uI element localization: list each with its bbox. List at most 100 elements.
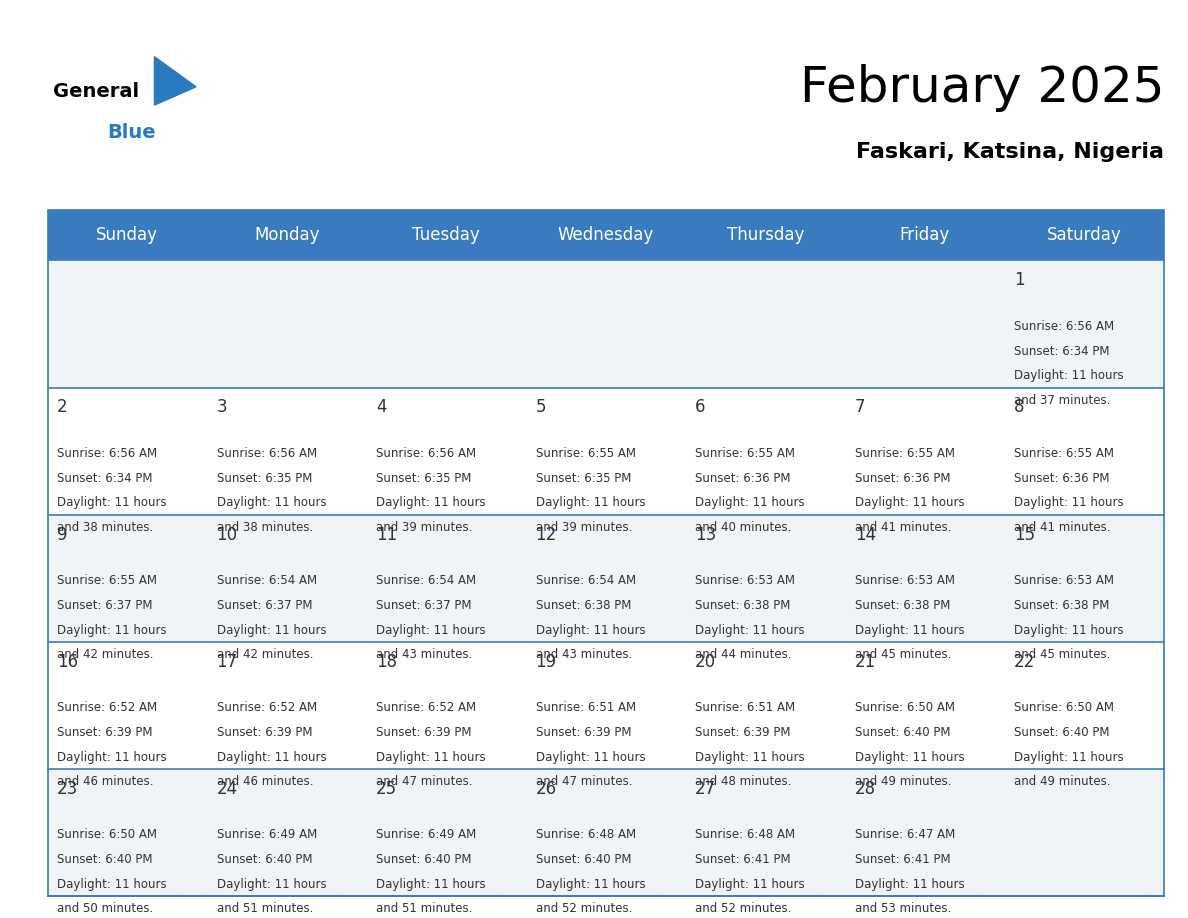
Text: Sunrise: 6:50 AM: Sunrise: 6:50 AM — [57, 828, 157, 841]
Text: Sunrise: 6:52 AM: Sunrise: 6:52 AM — [57, 701, 157, 714]
Text: Sunset: 6:35 PM: Sunset: 6:35 PM — [536, 472, 631, 485]
Text: 2: 2 — [57, 398, 68, 417]
Text: 7: 7 — [854, 398, 865, 417]
Text: Sunset: 6:35 PM: Sunset: 6:35 PM — [377, 472, 472, 485]
Text: 28: 28 — [854, 779, 876, 798]
Text: and 39 minutes.: and 39 minutes. — [536, 521, 632, 534]
Text: and 47 minutes.: and 47 minutes. — [536, 776, 632, 789]
Text: 4: 4 — [377, 398, 386, 417]
Bar — [48, 210, 1164, 261]
Text: Sunset: 6:40 PM: Sunset: 6:40 PM — [1015, 726, 1110, 739]
Text: Sunset: 6:40 PM: Sunset: 6:40 PM — [57, 853, 152, 866]
Text: Daylight: 11 hours: Daylight: 11 hours — [377, 878, 486, 890]
Text: Sunday: Sunday — [96, 227, 158, 244]
Text: Friday: Friday — [899, 227, 950, 244]
Text: and 51 minutes.: and 51 minutes. — [377, 902, 473, 915]
Text: and 37 minutes.: and 37 minutes. — [1015, 394, 1111, 408]
Text: Daylight: 11 hours: Daylight: 11 hours — [695, 751, 804, 764]
Text: Sunrise: 6:53 AM: Sunrise: 6:53 AM — [854, 574, 955, 587]
Text: Sunset: 6:41 PM: Sunset: 6:41 PM — [854, 853, 950, 866]
Text: Sunset: 6:36 PM: Sunset: 6:36 PM — [695, 472, 791, 485]
Text: Sunrise: 6:55 AM: Sunrise: 6:55 AM — [854, 447, 955, 460]
Text: 27: 27 — [695, 779, 716, 798]
Text: and 48 minutes.: and 48 minutes. — [695, 776, 791, 789]
Text: and 46 minutes.: and 46 minutes. — [57, 776, 153, 789]
Text: Sunrise: 6:49 AM: Sunrise: 6:49 AM — [377, 828, 476, 841]
Bar — [48, 515, 1164, 642]
Text: Daylight: 11 hours: Daylight: 11 hours — [854, 497, 965, 509]
Text: Daylight: 11 hours: Daylight: 11 hours — [854, 623, 965, 636]
Text: Sunrise: 6:48 AM: Sunrise: 6:48 AM — [536, 828, 636, 841]
Text: Daylight: 11 hours: Daylight: 11 hours — [536, 751, 645, 764]
Text: Sunrise: 6:52 AM: Sunrise: 6:52 AM — [377, 701, 476, 714]
Text: and 41 minutes.: and 41 minutes. — [854, 521, 952, 534]
Text: Faskari, Katsina, Nigeria: Faskari, Katsina, Nigeria — [857, 141, 1164, 162]
Text: February 2025: February 2025 — [800, 64, 1164, 112]
Text: Sunrise: 6:50 AM: Sunrise: 6:50 AM — [854, 701, 955, 714]
Text: Sunrise: 6:54 AM: Sunrise: 6:54 AM — [536, 574, 636, 587]
Text: 19: 19 — [536, 653, 557, 670]
Text: 6: 6 — [695, 398, 706, 417]
Text: and 52 minutes.: and 52 minutes. — [695, 902, 791, 915]
Text: Wednesday: Wednesday — [557, 227, 655, 244]
Text: 12: 12 — [536, 525, 557, 543]
Text: 16: 16 — [57, 653, 78, 670]
Text: Daylight: 11 hours: Daylight: 11 hours — [216, 878, 327, 890]
Text: 24: 24 — [216, 779, 238, 798]
Text: and 50 minutes.: and 50 minutes. — [57, 902, 153, 915]
Text: and 47 minutes.: and 47 minutes. — [377, 776, 473, 789]
Text: 14: 14 — [854, 525, 876, 543]
Text: 11: 11 — [377, 525, 397, 543]
Text: Daylight: 11 hours: Daylight: 11 hours — [695, 878, 804, 890]
Text: 1: 1 — [1015, 272, 1025, 289]
Text: Daylight: 11 hours: Daylight: 11 hours — [216, 751, 327, 764]
Bar — [48, 387, 1164, 515]
Text: and 38 minutes.: and 38 minutes. — [216, 521, 312, 534]
Text: Sunset: 6:39 PM: Sunset: 6:39 PM — [57, 726, 152, 739]
Text: Sunrise: 6:53 AM: Sunrise: 6:53 AM — [1015, 574, 1114, 587]
Text: and 53 minutes.: and 53 minutes. — [854, 902, 950, 915]
Text: Daylight: 11 hours: Daylight: 11 hours — [377, 751, 486, 764]
Text: 3: 3 — [216, 398, 227, 417]
Text: 9: 9 — [57, 525, 68, 543]
Text: and 49 minutes.: and 49 minutes. — [1015, 776, 1111, 789]
Text: Sunset: 6:36 PM: Sunset: 6:36 PM — [854, 472, 950, 485]
Text: 26: 26 — [536, 779, 557, 798]
Text: Sunrise: 6:56 AM: Sunrise: 6:56 AM — [377, 447, 476, 460]
Text: Daylight: 11 hours: Daylight: 11 hours — [57, 878, 166, 890]
Text: Sunset: 6:34 PM: Sunset: 6:34 PM — [57, 472, 152, 485]
Text: Daylight: 11 hours: Daylight: 11 hours — [536, 878, 645, 890]
Text: 5: 5 — [536, 398, 546, 417]
Text: Sunrise: 6:49 AM: Sunrise: 6:49 AM — [216, 828, 317, 841]
Text: Sunrise: 6:54 AM: Sunrise: 6:54 AM — [216, 574, 317, 587]
Text: Daylight: 11 hours: Daylight: 11 hours — [57, 497, 166, 509]
Text: Sunrise: 6:50 AM: Sunrise: 6:50 AM — [1015, 701, 1114, 714]
Text: Blue: Blue — [107, 123, 156, 141]
Text: Daylight: 11 hours: Daylight: 11 hours — [536, 497, 645, 509]
Text: Sunset: 6:39 PM: Sunset: 6:39 PM — [695, 726, 791, 739]
Text: Sunrise: 6:53 AM: Sunrise: 6:53 AM — [695, 574, 795, 587]
Text: 15: 15 — [1015, 525, 1035, 543]
Text: Sunset: 6:38 PM: Sunset: 6:38 PM — [536, 599, 631, 611]
Text: Sunset: 6:35 PM: Sunset: 6:35 PM — [216, 472, 312, 485]
Text: Sunrise: 6:47 AM: Sunrise: 6:47 AM — [854, 828, 955, 841]
Text: 8: 8 — [1015, 398, 1025, 417]
Text: Daylight: 11 hours: Daylight: 11 hours — [1015, 497, 1124, 509]
Text: Daylight: 11 hours: Daylight: 11 hours — [57, 623, 166, 636]
Text: and 43 minutes.: and 43 minutes. — [377, 648, 473, 661]
Text: Sunset: 6:36 PM: Sunset: 6:36 PM — [1015, 472, 1110, 485]
Text: Sunset: 6:40 PM: Sunset: 6:40 PM — [377, 853, 472, 866]
Text: Tuesday: Tuesday — [412, 227, 480, 244]
Text: 20: 20 — [695, 653, 716, 670]
Text: and 41 minutes.: and 41 minutes. — [1015, 521, 1111, 534]
Text: Daylight: 11 hours: Daylight: 11 hours — [695, 623, 804, 636]
Text: Daylight: 11 hours: Daylight: 11 hours — [695, 497, 804, 509]
Text: and 45 minutes.: and 45 minutes. — [854, 648, 952, 661]
Text: 25: 25 — [377, 779, 397, 798]
Text: Sunrise: 6:51 AM: Sunrise: 6:51 AM — [536, 701, 636, 714]
Text: Sunrise: 6:55 AM: Sunrise: 6:55 AM — [695, 447, 795, 460]
Text: Sunrise: 6:55 AM: Sunrise: 6:55 AM — [536, 447, 636, 460]
Text: and 38 minutes.: and 38 minutes. — [57, 521, 153, 534]
Text: Daylight: 11 hours: Daylight: 11 hours — [216, 497, 327, 509]
Text: 10: 10 — [216, 525, 238, 543]
